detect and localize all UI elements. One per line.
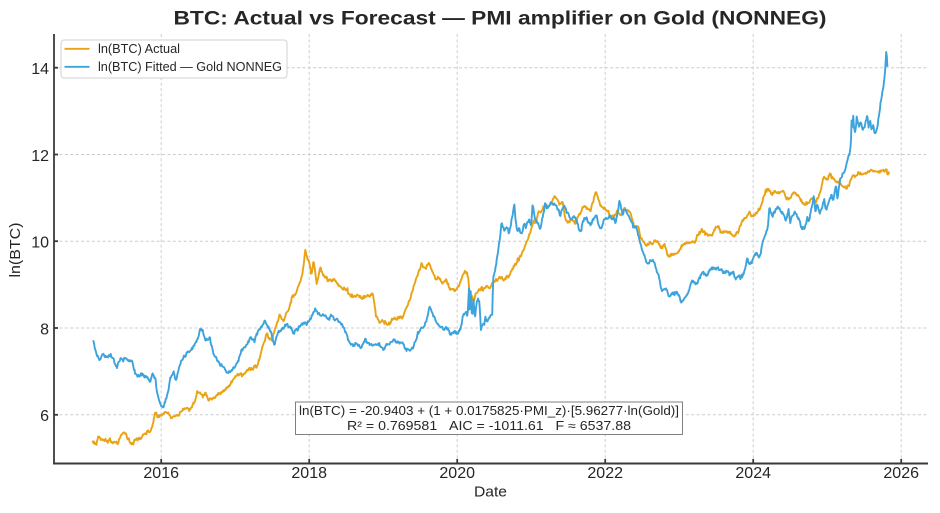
svg-text:14: 14 (31, 61, 49, 78)
svg-text:2016: 2016 (143, 465, 179, 482)
svg-text:R² = 0.769581 AIC = -1011.61: R² = 0.769581 AIC = -1011.61 F ≈ 6537.88 (347, 419, 631, 433)
svg-text:2020: 2020 (439, 465, 475, 482)
svg-text:2022: 2022 (587, 465, 623, 482)
svg-text:ln(BTC): ln(BTC) (7, 223, 24, 278)
svg-text:ln(BTC) = -20.9403 + (1 + 0.01: ln(BTC) = -20.9403 + (1 + 0.0175825·PMI_… (299, 404, 679, 418)
svg-text:BTC: Actual vs Forecast — PMI: BTC: Actual vs Forecast — PMI amplifier … (174, 9, 827, 30)
svg-text:ln(BTC) Actual: ln(BTC) Actual (98, 42, 180, 56)
svg-text:6: 6 (40, 408, 49, 425)
svg-text:8: 8 (40, 321, 49, 338)
svg-text:2026: 2026 (883, 465, 919, 482)
svg-text:12: 12 (31, 148, 49, 165)
svg-text:Date: Date (474, 484, 507, 501)
svg-text:2018: 2018 (291, 465, 327, 482)
svg-text:10: 10 (31, 235, 49, 252)
svg-text:ln(BTC) Fitted — Gold NONNEG: ln(BTC) Fitted — Gold NONNEG (98, 60, 282, 74)
svg-text:2024: 2024 (735, 465, 771, 482)
